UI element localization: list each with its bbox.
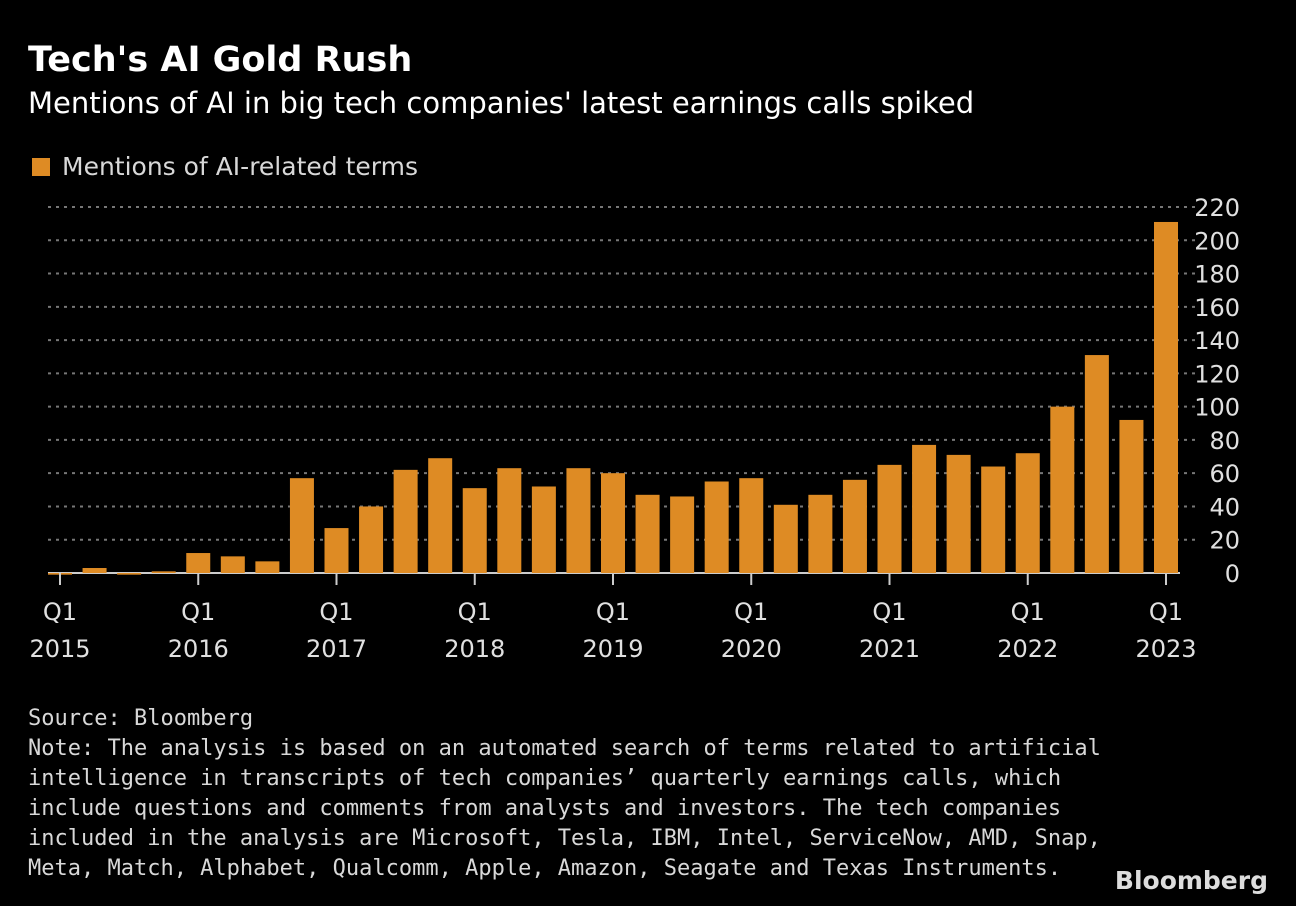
bar	[1015, 453, 1040, 573]
x-tick-label-quarter: Q1	[181, 598, 215, 626]
legend: Mentions of AI-related terms	[32, 152, 418, 181]
source-text: Source: Bloomberg	[28, 706, 254, 731]
bar	[877, 464, 902, 573]
y-tick-label: 60	[1209, 460, 1240, 488]
x-tick-label-year: 2023	[1135, 635, 1196, 663]
y-tick-label: 0	[1225, 560, 1240, 588]
x-tick-label-year: 2020	[721, 635, 782, 663]
bar	[462, 488, 487, 573]
y-tick-label: 100	[1194, 394, 1240, 422]
x-tick-label-year: 2018	[444, 635, 505, 663]
bar	[1084, 355, 1109, 573]
x-tick-label-quarter: Q1	[43, 598, 77, 626]
bar	[670, 496, 695, 573]
bar	[1050, 406, 1075, 573]
bar	[289, 478, 314, 573]
bar-chart: 0 20 40 60 80 100 120 140 160 180 200 220 Q1 2015 Q1 20…	[29, 194, 1240, 663]
bar	[566, 468, 591, 573]
note-text: Note: The analysis is based on an automa…	[28, 736, 1101, 881]
x-tick-label-year: 2019	[582, 635, 643, 663]
bar	[186, 553, 211, 573]
bar	[255, 561, 280, 573]
y-tick-label: 180	[1194, 261, 1240, 289]
bar	[946, 454, 971, 573]
y-tick-label: 200	[1194, 227, 1240, 255]
chart-subtitle: Mentions of AI in big tech companies' la…	[28, 86, 975, 120]
bar	[117, 573, 142, 575]
footer: Source: Bloomberg Note: The analysis is …	[28, 704, 1108, 884]
bar	[359, 506, 384, 573]
x-tick-label-year: 2022	[997, 635, 1058, 663]
x-tick-label-quarter: Q1	[1011, 598, 1045, 626]
bar	[635, 494, 660, 573]
x-tick-label-year: 2015	[29, 635, 90, 663]
x-tick-label-year: 2017	[306, 635, 367, 663]
bar	[428, 458, 453, 573]
x-tick-label-quarter: Q1	[734, 598, 768, 626]
bar	[739, 478, 764, 573]
legend-swatch	[32, 157, 50, 176]
y-tick-label: 140	[1194, 327, 1240, 355]
x-tick-label-quarter: Q1	[319, 598, 353, 626]
bar	[808, 494, 833, 573]
y-tick-label: 120	[1194, 360, 1240, 388]
y-tick-label: 20	[1209, 527, 1240, 555]
x-tick-label-quarter: Q1	[458, 598, 492, 626]
x-tick-label-year: 2016	[168, 635, 229, 663]
bar	[220, 556, 245, 573]
bar	[531, 486, 556, 573]
bar	[773, 504, 798, 573]
x-tick-label-quarter: Q1	[596, 598, 630, 626]
legend-label: Mentions of AI-related terms	[62, 152, 418, 181]
chart-title: Tech's AI Gold Rush	[28, 40, 413, 80]
bar	[1119, 419, 1144, 573]
bar	[704, 481, 729, 573]
x-tick-label-quarter: Q1	[872, 598, 906, 626]
bar	[981, 466, 1006, 573]
x-tick-label-quarter: Q1	[1149, 598, 1183, 626]
y-tick-label: 40	[1209, 493, 1240, 521]
bar	[497, 468, 522, 573]
y-tick-label: 80	[1209, 427, 1240, 455]
y-tick-label: 220	[1194, 194, 1240, 222]
bar	[842, 479, 867, 573]
x-tick-label-year: 2021	[859, 635, 920, 663]
bloomberg-logo: Bloomberg	[1114, 866, 1268, 895]
bar	[324, 528, 349, 573]
bar	[151, 571, 176, 573]
bar	[393, 469, 418, 573]
bar	[82, 568, 107, 573]
y-tick-label: 160	[1194, 294, 1240, 322]
bar	[912, 444, 937, 573]
bar	[1154, 221, 1178, 574]
bar	[601, 473, 625, 573]
